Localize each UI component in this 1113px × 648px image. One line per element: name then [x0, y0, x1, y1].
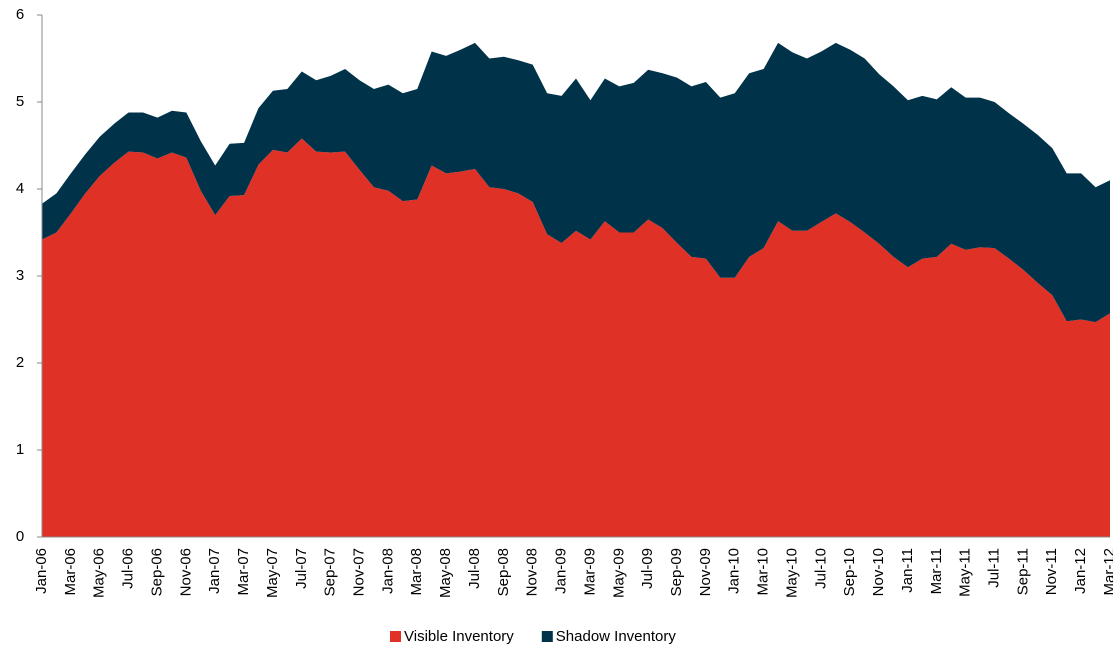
- x-tick-label: Sep-09: [668, 548, 685, 596]
- x-tick-label: Sep-07: [322, 548, 339, 596]
- x-tick-label: Mar-07: [235, 548, 252, 596]
- x-tick-label: Mar-11: [928, 548, 945, 594]
- x-tick-label: Jan-07: [206, 548, 223, 594]
- x-tick-label: Jan-11: [899, 548, 916, 593]
- x-tick-label: Jul-06: [120, 548, 137, 589]
- x-tick-label: Nov-07: [350, 548, 367, 596]
- x-tick-label: Nov-06: [177, 548, 194, 596]
- x-tick-label: May-08: [437, 548, 454, 598]
- x-tick-label: May-06: [91, 548, 108, 598]
- x-tick-label: Sep-10: [841, 548, 858, 596]
- x-tick-label: Jan-09: [553, 548, 570, 594]
- x-tick-label: May-09: [610, 548, 627, 598]
- x-tick-label: May-11: [957, 548, 974, 597]
- x-tick-label: Jul-07: [293, 548, 310, 589]
- x-tick-label: Jan-10: [726, 548, 743, 594]
- x-tick-label: Sep-06: [148, 548, 165, 596]
- y-tick-label: 4: [16, 180, 24, 197]
- y-tick-label: 3: [16, 267, 24, 284]
- area: [42, 138, 1110, 538]
- x-tick-label: Jul-10: [812, 548, 829, 589]
- legend-swatch: [390, 631, 401, 642]
- x-tick-label: Jul-09: [639, 548, 656, 589]
- x-tick-label: Mar-08: [408, 548, 425, 596]
- y-tick-label: 2: [16, 354, 24, 371]
- legend-label: Visible Inventory: [404, 628, 514, 645]
- x-tick-label: May-10: [783, 548, 800, 598]
- y-tick-label: 6: [16, 6, 24, 23]
- x-tick-label: Sep-08: [495, 548, 512, 596]
- y-tick-label: 1: [16, 441, 24, 458]
- x-tick-label: Nov-09: [697, 548, 714, 596]
- x-tick-label: May-07: [264, 548, 281, 598]
- x-tick-label: Mar-10: [755, 548, 772, 596]
- x-tick-label: Jul-08: [466, 548, 483, 589]
- x-tick-label: Mar-06: [62, 548, 79, 596]
- x-tick-label: Nov-11: [1043, 548, 1060, 595]
- x-tick-label: Jan-12: [1072, 548, 1089, 594]
- x-tick-label: Mar-09: [581, 548, 598, 596]
- x-tick-label: Nov-10: [870, 548, 887, 596]
- x-tick-label: Mar-12: [1101, 548, 1113, 596]
- legend-label: Shadow Inventory: [556, 628, 677, 645]
- x-tick-label: Sep-11: [1014, 548, 1031, 595]
- legend-swatch: [541, 631, 553, 642]
- x-tick-label: Jan-06: [33, 548, 50, 594]
- y-tick-label: 0: [16, 528, 24, 545]
- x-tick-label: Nov-08: [524, 548, 541, 596]
- y-tick-label: 5: [16, 93, 24, 110]
- area: [42, 42, 1110, 323]
- x-tick-label: Jul-11: [986, 548, 1003, 588]
- x-tick-label: Jan-08: [379, 548, 396, 594]
- legend: Visible Inventory Shadow Inventory: [390, 628, 676, 645]
